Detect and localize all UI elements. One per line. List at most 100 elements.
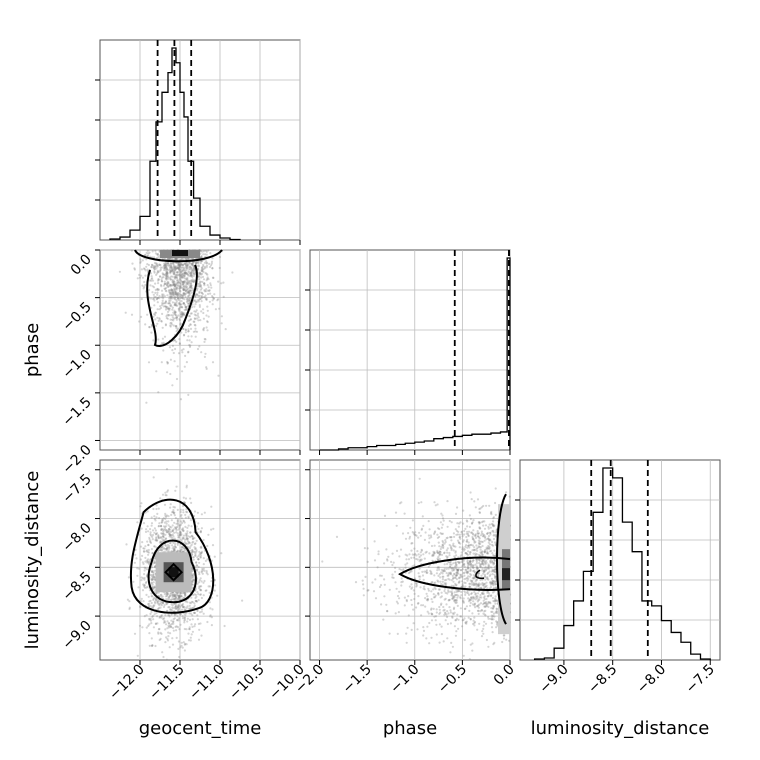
- scatter-point: [446, 574, 449, 577]
- scatter-point: [187, 299, 190, 302]
- scatter-point: [180, 595, 183, 598]
- scatter-point: [391, 563, 394, 567]
- scatter-point: [168, 546, 171, 550]
- scatter-point: [169, 506, 172, 509]
- scatter-point: [192, 280, 195, 283]
- scatter-point: [161, 535, 164, 538]
- scatter-point: [418, 531, 421, 534]
- scatter-point: [186, 272, 189, 275]
- scatter-point: [446, 556, 449, 560]
- scatter-point: [175, 257, 178, 260]
- scatter-point: [204, 253, 207, 256]
- scatter-point: [152, 571, 155, 574]
- scatter-point: [452, 532, 455, 535]
- scatter-point: [470, 522, 474, 525]
- scatter-point: [139, 558, 142, 561]
- scatter-point: [148, 325, 151, 329]
- scatter-point: [159, 268, 162, 271]
- scatter-point: [451, 594, 454, 597]
- scatter-point: [422, 578, 425, 581]
- scatter-point: [453, 572, 456, 576]
- scatter-point: [198, 281, 202, 284]
- scatter-point: [490, 622, 493, 625]
- scatter-point: [173, 287, 176, 290]
- scatter-point: [160, 296, 163, 299]
- scatter-point: [173, 288, 176, 291]
- scatter-point: [186, 283, 189, 286]
- scatter-point: [155, 370, 158, 373]
- scatter-point: [145, 586, 148, 589]
- scatter-point: [208, 289, 211, 292]
- scatter-point: [189, 285, 192, 289]
- scatter-point: [214, 584, 217, 587]
- scatter-point: [460, 590, 463, 594]
- scatter-point: [463, 529, 466, 533]
- scatter-point: [200, 256, 203, 259]
- scatter-point: [165, 609, 169, 612]
- scatter-point: [175, 330, 178, 333]
- scatter-point: [205, 288, 208, 291]
- scatter-point: [187, 304, 190, 307]
- scatter-point: [148, 288, 151, 291]
- scatter-point: [180, 311, 183, 314]
- scatter-point: [374, 578, 377, 581]
- scatter-point: [202, 253, 205, 256]
- scatter-point: [196, 261, 199, 264]
- scatter-point: [462, 522, 465, 525]
- scatter-point: [407, 532, 410, 535]
- scatter-point: [439, 532, 442, 535]
- scatter-point: [162, 273, 166, 276]
- scatter-point: [404, 537, 408, 540]
- scatter-point: [139, 505, 142, 508]
- scatter-point: [163, 262, 166, 265]
- scatter-point: [188, 299, 191, 302]
- scatter-point: [142, 267, 146, 270]
- scatter-point: [439, 547, 442, 551]
- scatter-point: [182, 292, 185, 295]
- scatter-point: [142, 600, 145, 603]
- scatter-point: [192, 558, 195, 561]
- scatter-point: [177, 302, 181, 305]
- scatter-point: [205, 366, 208, 369]
- scatter-point: [164, 300, 167, 303]
- scatter-point: [190, 272, 193, 275]
- scatter-point: [169, 324, 172, 327]
- scatter-point: [153, 265, 156, 269]
- scatter-point: [415, 606, 418, 609]
- scatter-point: [430, 544, 434, 548]
- scatter-point: [145, 559, 148, 562]
- scatter-point: [180, 257, 184, 260]
- scatter-point: [494, 513, 497, 517]
- scatter-point: [190, 285, 193, 288]
- scatter-point: [465, 519, 468, 522]
- scatter-point: [175, 298, 178, 302]
- scatter-point: [176, 532, 179, 535]
- scatter-point: [493, 615, 496, 618]
- scatter-point: [173, 339, 176, 342]
- scatter-point: [452, 607, 455, 611]
- scatter-point: [487, 645, 490, 648]
- scatter-point: [142, 522, 146, 525]
- scatter-point: [148, 326, 151, 329]
- scatter-point: [195, 525, 198, 528]
- scatter-point: [186, 530, 189, 533]
- scatter-point: [493, 568, 497, 571]
- scatter-point: [422, 553, 425, 556]
- scatter-point: [441, 578, 444, 581]
- scatter-point: [457, 618, 460, 621]
- scatter-point: [200, 570, 203, 573]
- scatter-point: [487, 541, 490, 544]
- scatter-point: [178, 274, 181, 277]
- scatter-point: [165, 592, 168, 596]
- scatter-point: [172, 262, 175, 265]
- scatter-point: [204, 352, 207, 355]
- scatter-point: [191, 578, 194, 581]
- scatter-point: [192, 593, 195, 597]
- scatter-point: [440, 602, 443, 605]
- scatter-point: [212, 527, 215, 530]
- scatter-point: [178, 532, 182, 535]
- scatter-point: [192, 280, 195, 283]
- scatter-point: [209, 615, 212, 618]
- scatter-point: [150, 524, 153, 527]
- scatter-point: [181, 646, 184, 649]
